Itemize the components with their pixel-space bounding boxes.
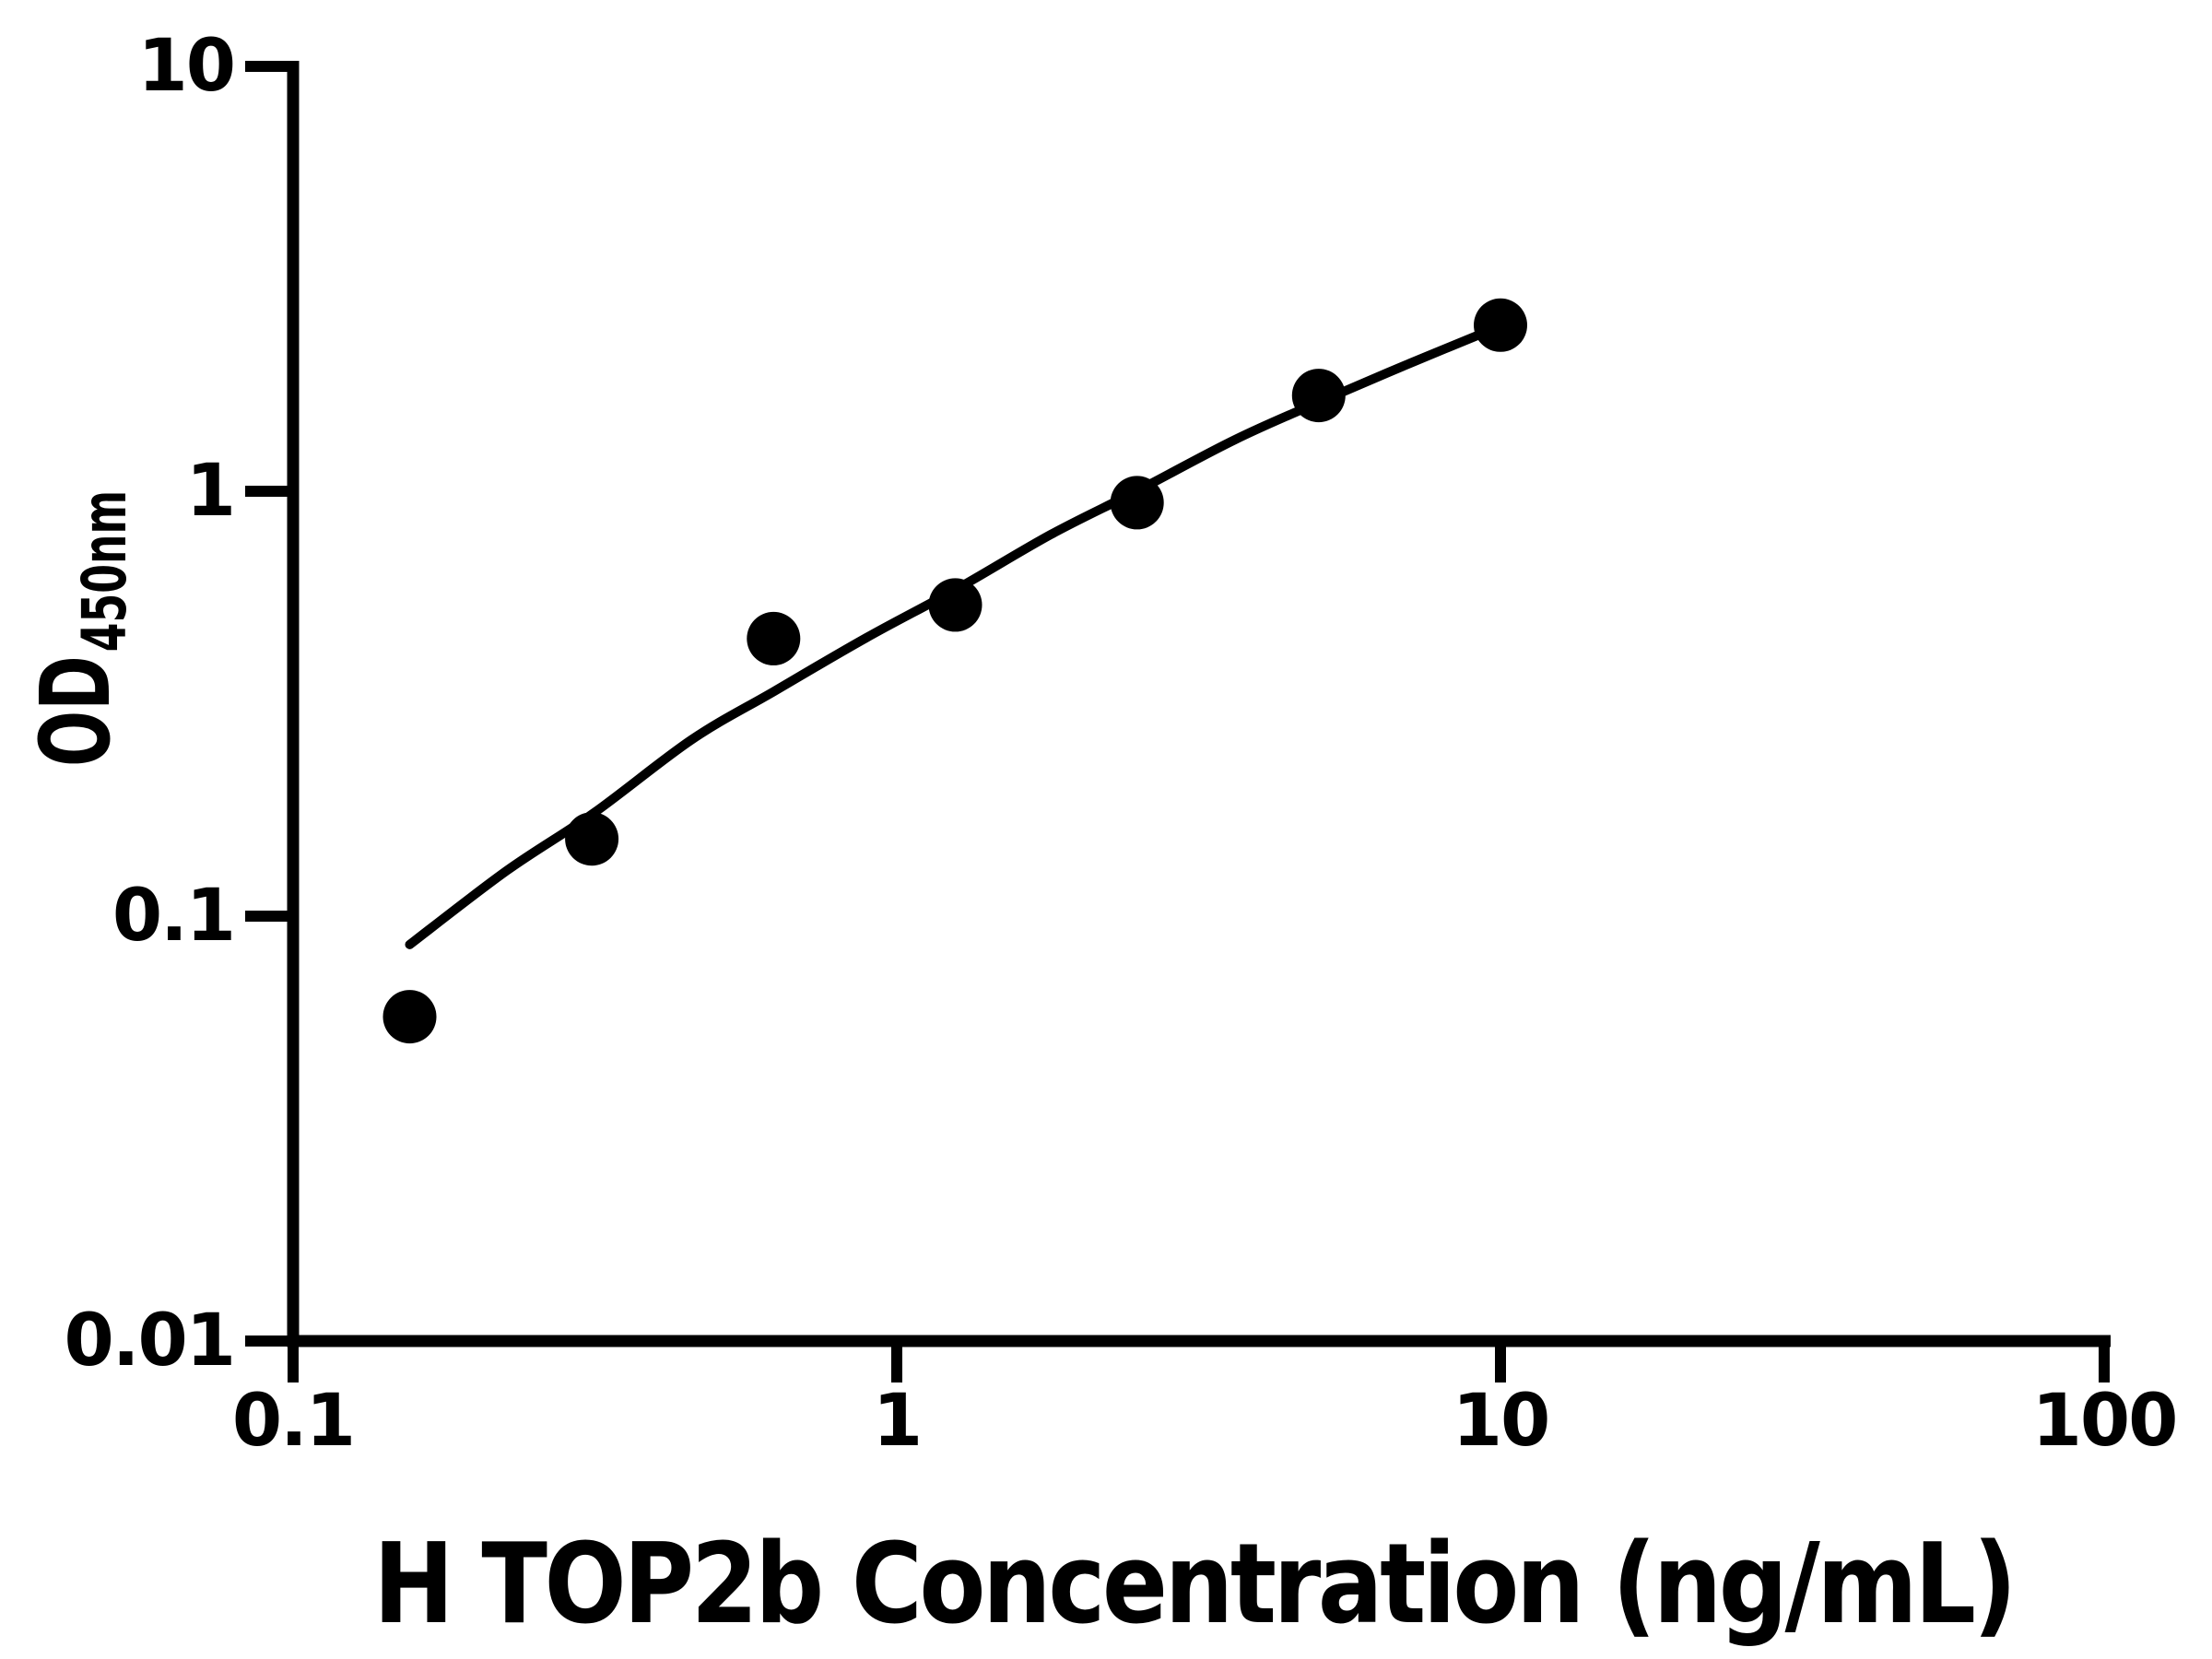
y-tick-label: 0.01 xyxy=(65,1300,234,1382)
tick-marks xyxy=(245,61,2110,1382)
y-axis-title-main: OD xyxy=(19,655,132,767)
y-axis-title-subscript: 450nm xyxy=(69,490,140,652)
data-point xyxy=(382,990,437,1044)
data-point xyxy=(747,611,801,665)
data-point xyxy=(1110,476,1164,530)
y-tick-label: 1 xyxy=(186,450,234,533)
x-axis-title: H TOP2b Concentration (ng/mL) xyxy=(373,1521,2014,1649)
data-point xyxy=(928,578,982,632)
y-tick-label: 10 xyxy=(137,25,234,108)
series xyxy=(382,298,1527,1044)
x-tick-label: 1 xyxy=(873,1380,921,1463)
data-point xyxy=(1291,369,1346,423)
y-axis-title: OD 450nm xyxy=(19,490,140,767)
x-tick-label: 0.1 xyxy=(232,1380,354,1463)
data-point xyxy=(565,812,619,866)
x-tick-label: 100 xyxy=(2032,1380,2177,1463)
data-point xyxy=(1474,298,1527,352)
x-tick-label: 10 xyxy=(1453,1380,1549,1463)
y-tick-label: 0.1 xyxy=(112,875,234,958)
axes xyxy=(287,61,2111,1347)
